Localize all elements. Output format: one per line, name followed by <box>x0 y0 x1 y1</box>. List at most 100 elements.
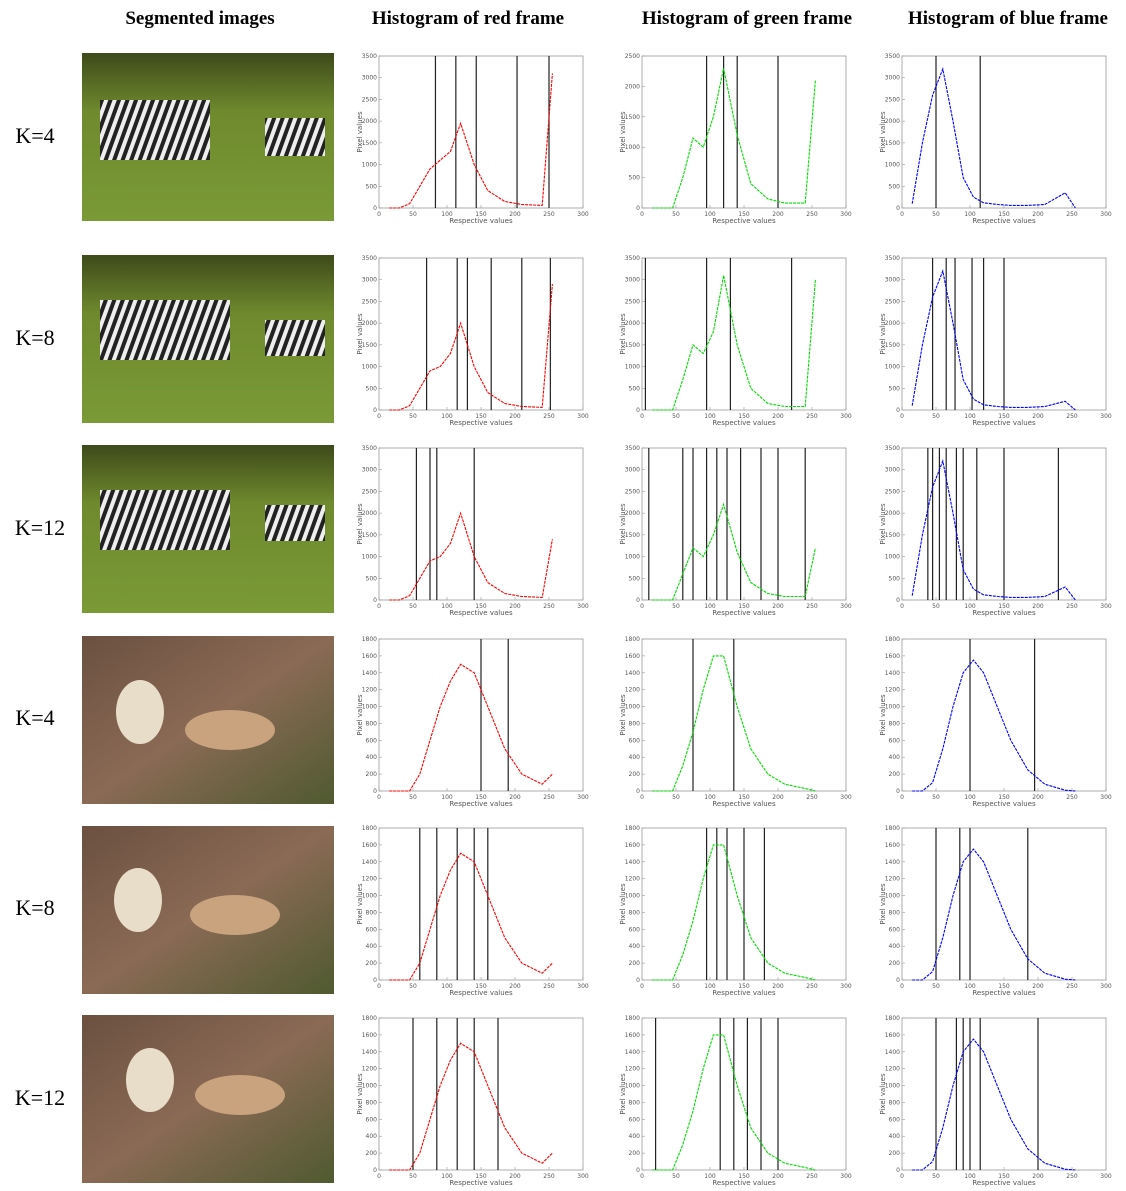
y-tick-label: 1400 <box>625 859 640 866</box>
y-tick-label: 400 <box>366 754 378 761</box>
x-tick-label: 150 <box>475 983 487 990</box>
y-tick-label: 1000 <box>362 554 377 561</box>
y-tick-label: 1400 <box>885 859 900 866</box>
plot-frame <box>378 827 584 981</box>
x-tick-label: 150 <box>738 211 750 218</box>
y-tick-label: 1400 <box>362 859 377 866</box>
y-tick-label: 200 <box>366 1150 378 1157</box>
y-tick-label: 1800 <box>625 636 640 643</box>
x-tick-label: 150 <box>475 211 487 218</box>
x-tick-label: 0 <box>900 1173 904 1180</box>
plot-frame <box>378 447 584 601</box>
y-tick-label: 800 <box>366 909 378 916</box>
y-tick-label: 2000 <box>362 118 377 125</box>
x-tick-label: 50 <box>409 794 417 801</box>
x-tick-label: 300 <box>1100 794 1112 801</box>
y-tick-label: 1400 <box>362 1049 377 1056</box>
y-tick-label: 0 <box>373 597 377 604</box>
plot-frame <box>641 1017 847 1171</box>
y-axis-label: Pixel values <box>356 503 364 545</box>
x-axis-label: Respective values <box>972 1179 1036 1187</box>
y-tick-label: 500 <box>366 385 378 392</box>
x-tick-label: 0 <box>377 211 381 218</box>
x-axis-label: Respective values <box>972 800 1036 808</box>
y-tick-label: 1600 <box>885 653 900 660</box>
x-tick-label: 200 <box>509 211 521 218</box>
x-tick-label: 200 <box>1032 794 1044 801</box>
y-tick-label: 500 <box>629 385 641 392</box>
histogram: 0 50 100 150 200 250 3000500100015002000250030… <box>356 445 589 617</box>
y-tick-label: 800 <box>629 909 641 916</box>
x-tick-label: 50 <box>409 603 417 610</box>
y-tick-label: 1600 <box>625 653 640 660</box>
y-tick-label: 1000 <box>362 364 377 371</box>
y-tick-label: 0 <box>373 1167 377 1174</box>
y-tick-label: 1600 <box>625 1032 640 1039</box>
row-label: K=8 <box>15 325 54 350</box>
y-tick-label: 1000 <box>362 704 377 711</box>
histogram-line <box>912 659 1076 792</box>
x-tick-label: 0 <box>377 1173 381 1180</box>
y-tick-label: 1800 <box>362 636 377 643</box>
x-tick-label: 300 <box>1100 983 1112 990</box>
y-tick-label: 3000 <box>362 467 377 474</box>
y-tick-label: 2500 <box>885 96 900 103</box>
row-label: K=12 <box>15 515 65 540</box>
histogram: 0 50 100 150 200 250 300 0 200 400 600 800 1000 1200 1… <box>356 1015 589 1187</box>
x-tick-label: 300 <box>577 211 589 218</box>
y-tick-label: 1000 <box>362 893 377 900</box>
x-tick-label: 50 <box>672 983 680 990</box>
y-tick-label: 2500 <box>362 488 377 495</box>
y-axis-label: Pixel values <box>619 1073 627 1115</box>
y-tick-label: 1200 <box>885 876 900 883</box>
x-axis-label: Respective values <box>449 1179 513 1187</box>
y-tick-label: 1000 <box>625 554 640 561</box>
y-tick-label: 2000 <box>362 510 377 517</box>
y-tick-label: 1600 <box>362 1032 377 1039</box>
y-tick-label: 1000 <box>885 1083 900 1090</box>
x-tick-label: 0 <box>377 983 381 990</box>
y-tick-label: 400 <box>629 754 641 761</box>
x-tick-label: 100 <box>704 413 716 420</box>
y-tick-label: 1000 <box>885 364 900 371</box>
y-tick-label: 0 <box>373 788 377 795</box>
x-tick-label: 250 <box>806 794 818 801</box>
y-tick-label: 2500 <box>625 298 640 305</box>
y-tick-label: 3000 <box>885 467 900 474</box>
x-tick-label: 0 <box>640 603 644 610</box>
y-tick-label: 0 <box>636 1167 640 1174</box>
x-tick-label: 300 <box>1100 211 1112 218</box>
y-tick-label: 3000 <box>362 75 377 82</box>
x-tick-label: 150 <box>475 794 487 801</box>
y-tick-label: 1800 <box>625 1015 640 1022</box>
histogram-line <box>389 663 553 792</box>
x-tick-label: 100 <box>704 211 716 218</box>
histogram-line <box>652 275 816 411</box>
y-tick-label: 1400 <box>625 1049 640 1056</box>
histogram: 0 50 100 150 200 250 300 0 200 400 600 800 1000 1200 1… <box>356 825 589 997</box>
x-axis-label: Respective values <box>712 1179 776 1187</box>
y-tick-label: 1500 <box>885 342 900 349</box>
x-tick-label: 200 <box>772 211 784 218</box>
x-tick-label: 0 <box>377 413 381 420</box>
y-tick-label: 600 <box>366 737 378 744</box>
y-tick-label: 600 <box>366 926 378 933</box>
y-tick-label: 3500 <box>625 445 640 452</box>
y-tick-label: 800 <box>629 720 641 727</box>
x-tick-label: 300 <box>577 1173 589 1180</box>
x-tick-label: 100 <box>704 794 716 801</box>
y-tick-label: 1000 <box>362 1083 377 1090</box>
x-tick-label: 100 <box>704 1173 716 1180</box>
y-tick-label: 2000 <box>362 320 377 327</box>
x-axis-label: Respective values <box>449 800 513 808</box>
y-tick-label: 1600 <box>885 842 900 849</box>
x-tick-label: 250 <box>543 983 555 990</box>
y-tick-label: 800 <box>366 1099 378 1106</box>
histogram-line <box>389 1042 553 1171</box>
y-tick-label: 1200 <box>885 1066 900 1073</box>
y-tick-label: 1400 <box>362 670 377 677</box>
y-axis-label: Pixel values <box>356 313 364 355</box>
x-axis-label: Respective values <box>712 419 776 427</box>
y-axis-label: Pixel values <box>879 1073 887 1115</box>
x-tick-label: 150 <box>998 1173 1010 1180</box>
